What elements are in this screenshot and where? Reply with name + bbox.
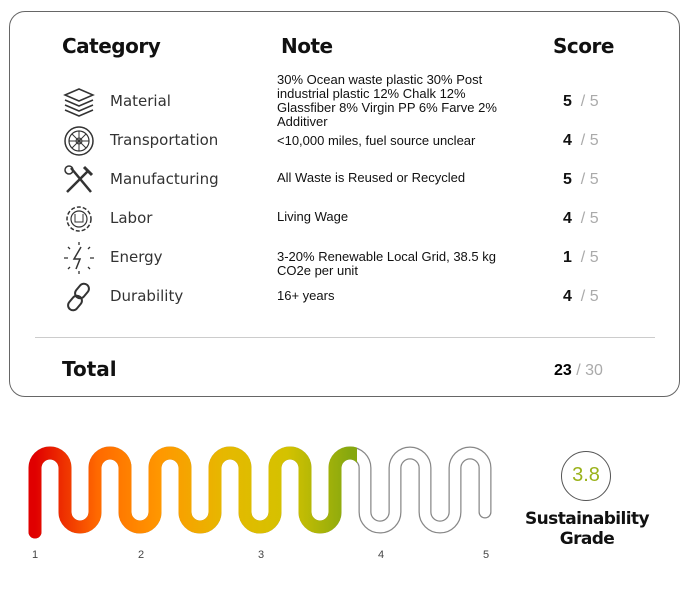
score-max: / 5 — [580, 171, 599, 188]
gear-hand-icon — [66, 206, 92, 232]
layers-icon — [63, 88, 95, 117]
score-number: 1 — [563, 249, 572, 266]
score-number: 4 — [563, 288, 572, 305]
grade-title: Sustainability Grade — [520, 509, 654, 549]
score-number: 5 — [563, 171, 572, 188]
grade-title-line2: Grade — [559, 529, 615, 549]
gauge-label-3: 3 — [258, 549, 265, 561]
gauge-label-2: 2 — [138, 549, 145, 561]
score-number: 5 — [563, 93, 572, 110]
category-label: Material — [110, 92, 171, 110]
tools-icon — [64, 165, 94, 193]
total-label: Total — [62, 357, 117, 381]
score-value: 4 / 5 — [563, 132, 599, 150]
score-value: 5 / 5 — [563, 93, 599, 111]
lightning-icon — [64, 242, 94, 274]
category-label: Transportation — [110, 131, 219, 149]
score-card — [9, 11, 680, 397]
score-max: / 5 — [580, 93, 599, 110]
note-text: 3-20% Renewable Local Grid, 38.5 kg CO2e… — [277, 249, 496, 278]
category-label: Labor — [110, 209, 153, 227]
score-max: / 5 — [580, 249, 599, 266]
gauge-track-inner — [29, 447, 491, 538]
score-value: 4 / 5 — [563, 288, 599, 306]
note-text: Living Wage — [277, 209, 349, 224]
score-value: 1 / 5 — [563, 249, 599, 267]
chain-link-icon — [67, 282, 90, 312]
note-text: All Waste is Reused or Recycled — [277, 170, 466, 185]
total-score: 23 / 30 — [554, 362, 603, 380]
category-label: Durability — [110, 287, 184, 305]
gauge-fill — [28, 446, 357, 539]
note-text: 30% Ocean waste plastic 30% Post industr… — [277, 72, 497, 129]
total-max: / 30 — [576, 362, 603, 379]
score-value: 5 / 5 — [563, 171, 599, 189]
category-label: Manufacturing — [110, 170, 219, 188]
sustainability-gauge — [28, 446, 492, 539]
gauge-label-4: 4 — [378, 549, 385, 561]
score-max: / 5 — [580, 288, 599, 305]
score-value: 4 / 5 — [563, 210, 599, 228]
note-text: <10,000 miles, fuel source unclear — [277, 133, 476, 148]
score-number: 4 — [563, 210, 572, 227]
total-value: 23 — [554, 362, 572, 379]
wheel-icon — [64, 126, 94, 156]
score-max: / 5 — [580, 132, 599, 149]
gauge-track — [28, 446, 492, 539]
gauge-label-5: 5 — [483, 549, 490, 561]
header-category: Category — [62, 34, 161, 58]
divider — [35, 337, 655, 338]
grade-badge: 3.8 — [561, 451, 611, 501]
header-note: Note — [281, 34, 333, 58]
header-score: Score — [553, 34, 614, 58]
score-max: / 5 — [580, 210, 599, 227]
score-number: 4 — [563, 132, 572, 149]
note-text: 16+ years — [277, 288, 335, 303]
category-label: Energy — [110, 248, 163, 266]
gauge-label-1: 1 — [32, 549, 39, 561]
grade-title-line1: Sustainability — [525, 509, 650, 529]
